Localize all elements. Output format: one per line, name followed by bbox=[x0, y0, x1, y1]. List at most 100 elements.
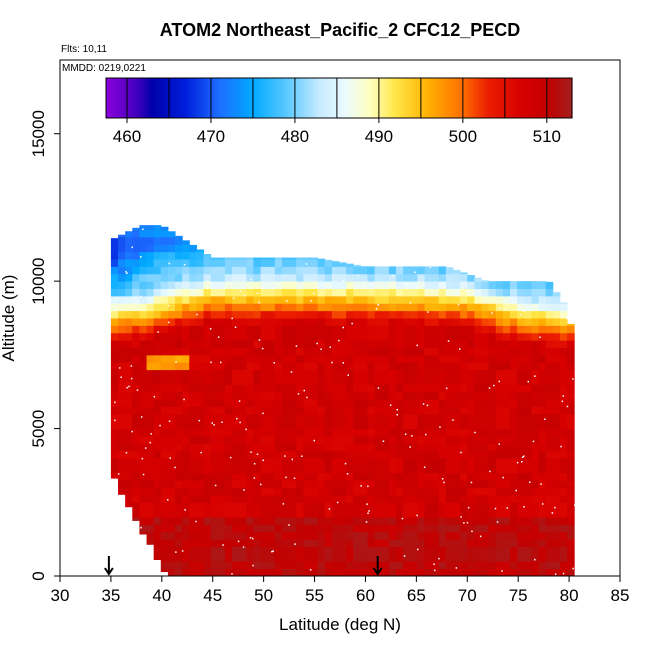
heatmap-cell bbox=[346, 391, 354, 400]
heatmap-cell bbox=[403, 546, 411, 555]
heatmap-cell bbox=[203, 539, 212, 548]
heatmap-cell bbox=[545, 376, 554, 385]
heatmap-cell bbox=[517, 561, 525, 570]
heatmap-cell bbox=[374, 494, 383, 503]
heatmap-cell bbox=[410, 546, 418, 555]
heatmap-cell bbox=[274, 472, 283, 481]
heatmap-cell bbox=[139, 517, 148, 525]
heatmap-cell bbox=[267, 310, 276, 319]
heatmap-cell bbox=[538, 288, 547, 297]
heatmap-cell bbox=[417, 517, 426, 525]
heatmap-cell bbox=[353, 531, 361, 540]
heatmap-cell bbox=[431, 325, 440, 334]
heatmap-cell bbox=[431, 472, 440, 481]
profile-marker-arrowhead bbox=[372, 567, 383, 576]
heatmap-cell bbox=[510, 480, 518, 489]
heatmap-cell bbox=[453, 362, 461, 371]
heatmap-cell bbox=[374, 428, 383, 437]
sample-dot bbox=[554, 506, 556, 509]
heatmap-cell bbox=[338, 465, 347, 474]
heatmap-cell bbox=[324, 295, 333, 304]
heatmap-cell bbox=[545, 288, 554, 297]
heatmap-cell bbox=[331, 539, 340, 548]
heatmap-cell bbox=[210, 332, 219, 341]
heatmap-cell bbox=[445, 435, 454, 444]
heatmap-cell bbox=[510, 472, 518, 481]
heatmap-cell bbox=[552, 325, 561, 334]
heatmap-cell bbox=[331, 546, 340, 555]
heatmap-cell bbox=[467, 553, 475, 562]
heatmap-cell bbox=[253, 480, 262, 489]
colorbar-swatch bbox=[269, 78, 273, 118]
heatmap-cell bbox=[559, 561, 568, 570]
heatmap-cell bbox=[153, 225, 162, 231]
heatmap-cell bbox=[367, 480, 376, 489]
heatmap-cell bbox=[160, 303, 169, 312]
heatmap-cell bbox=[438, 539, 447, 548]
heatmap-cell bbox=[552, 347, 561, 356]
colorbar-swatch bbox=[359, 78, 363, 118]
heatmap-cell bbox=[267, 494, 276, 503]
heatmap-cell bbox=[510, 502, 518, 511]
heatmap-cell bbox=[353, 288, 361, 297]
heatmap-cell bbox=[210, 561, 219, 570]
heatmap-cell bbox=[360, 568, 368, 577]
heatmap-cell bbox=[146, 472, 155, 481]
heatmap-cell bbox=[118, 244, 126, 253]
heatmap-cell bbox=[303, 524, 311, 533]
heatmap-cell bbox=[417, 303, 426, 312]
heatmap-cell bbox=[296, 391, 304, 400]
heatmap-cell bbox=[224, 273, 233, 282]
heatmap-cell bbox=[296, 318, 304, 326]
heatmap-cell bbox=[274, 310, 283, 319]
heatmap-cell bbox=[324, 553, 333, 562]
heatmap-cell bbox=[381, 435, 390, 444]
heatmap-cell bbox=[417, 369, 426, 378]
sample-dot bbox=[183, 398, 185, 401]
heatmap-cell bbox=[559, 502, 568, 511]
heatmap-cell bbox=[417, 295, 426, 304]
heatmap-cell bbox=[438, 332, 447, 341]
heatmap-cell bbox=[367, 325, 376, 334]
heatmap-cell bbox=[338, 310, 347, 319]
heatmap-cell bbox=[310, 480, 319, 489]
heatmap-cell bbox=[260, 421, 269, 430]
heatmap-cell bbox=[488, 318, 497, 326]
heatmap-cell bbox=[453, 539, 461, 548]
sample-dot bbox=[288, 524, 290, 526]
heatmap-cell bbox=[289, 480, 297, 489]
heatmap-cell bbox=[502, 347, 511, 356]
heatmap-cell bbox=[431, 332, 440, 341]
heatmap-cell bbox=[196, 266, 205, 275]
heatmap-cell bbox=[545, 406, 554, 415]
heatmap-cell bbox=[296, 428, 304, 437]
heatmap-cell bbox=[346, 354, 354, 363]
heatmap-cell bbox=[445, 347, 454, 356]
heatmap-cell bbox=[381, 310, 390, 319]
heatmap-cell bbox=[538, 509, 547, 518]
heatmap-cell bbox=[559, 362, 568, 371]
heatmap-cell bbox=[303, 435, 311, 444]
heatmap-cell bbox=[481, 347, 490, 356]
heatmap-cell bbox=[146, 443, 155, 452]
heatmap-cell bbox=[346, 362, 354, 371]
heatmap-cell bbox=[488, 288, 497, 297]
heatmap-cell bbox=[545, 325, 554, 334]
heatmap-cell bbox=[196, 531, 205, 540]
colorbar-swatch bbox=[190, 78, 194, 118]
heatmap-cell bbox=[445, 413, 454, 422]
heatmap-cell bbox=[253, 369, 262, 378]
heatmap-cell bbox=[445, 546, 454, 555]
heatmap-cell bbox=[403, 465, 411, 474]
heatmap-cell bbox=[132, 376, 140, 385]
heatmap-cell bbox=[338, 428, 347, 437]
heatmap-cell bbox=[467, 539, 475, 548]
heatmap-cell bbox=[360, 354, 368, 363]
heatmap-cell bbox=[281, 539, 290, 548]
heatmap-cell bbox=[381, 517, 390, 525]
heatmap-cell bbox=[460, 502, 468, 511]
sample-dot bbox=[117, 297, 119, 299]
heatmap-cell bbox=[531, 450, 540, 459]
heatmap-cell bbox=[175, 340, 183, 348]
heatmap-cell bbox=[274, 281, 283, 290]
